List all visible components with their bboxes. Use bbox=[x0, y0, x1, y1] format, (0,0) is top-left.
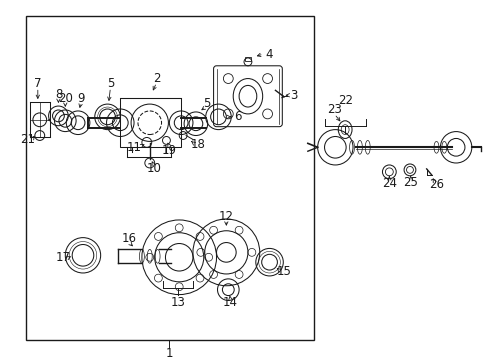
Text: 12: 12 bbox=[219, 210, 234, 222]
Text: 5: 5 bbox=[203, 96, 210, 109]
Text: 14: 14 bbox=[223, 296, 238, 309]
Text: 18: 18 bbox=[191, 138, 205, 151]
Text: 21: 21 bbox=[21, 133, 35, 146]
Text: 6: 6 bbox=[234, 111, 242, 123]
Text: 5: 5 bbox=[107, 77, 114, 90]
FancyArrowPatch shape bbox=[282, 96, 284, 98]
Text: 17: 17 bbox=[56, 251, 71, 264]
Text: 13: 13 bbox=[171, 296, 186, 309]
Bar bbox=[26, 16, 314, 340]
Text: 20: 20 bbox=[58, 92, 73, 105]
Bar bbox=[120, 98, 181, 147]
Text: 25: 25 bbox=[403, 176, 418, 189]
Text: 10: 10 bbox=[146, 162, 161, 175]
Text: 7: 7 bbox=[34, 77, 42, 90]
Text: 11: 11 bbox=[126, 141, 142, 154]
Text: 3: 3 bbox=[291, 89, 298, 102]
Text: 4: 4 bbox=[266, 48, 273, 60]
Text: 16: 16 bbox=[122, 232, 137, 245]
Text: 9: 9 bbox=[77, 92, 85, 105]
Text: 24: 24 bbox=[382, 177, 397, 190]
Text: 26: 26 bbox=[429, 178, 444, 191]
Bar bbox=[245, 57, 251, 61]
Text: 19: 19 bbox=[162, 144, 177, 157]
Text: 15: 15 bbox=[277, 265, 292, 279]
Text: 23: 23 bbox=[327, 103, 342, 117]
Text: 22: 22 bbox=[338, 94, 353, 107]
Text: 8: 8 bbox=[56, 88, 63, 101]
Text: 1: 1 bbox=[166, 347, 173, 360]
Text: 2: 2 bbox=[153, 72, 160, 85]
